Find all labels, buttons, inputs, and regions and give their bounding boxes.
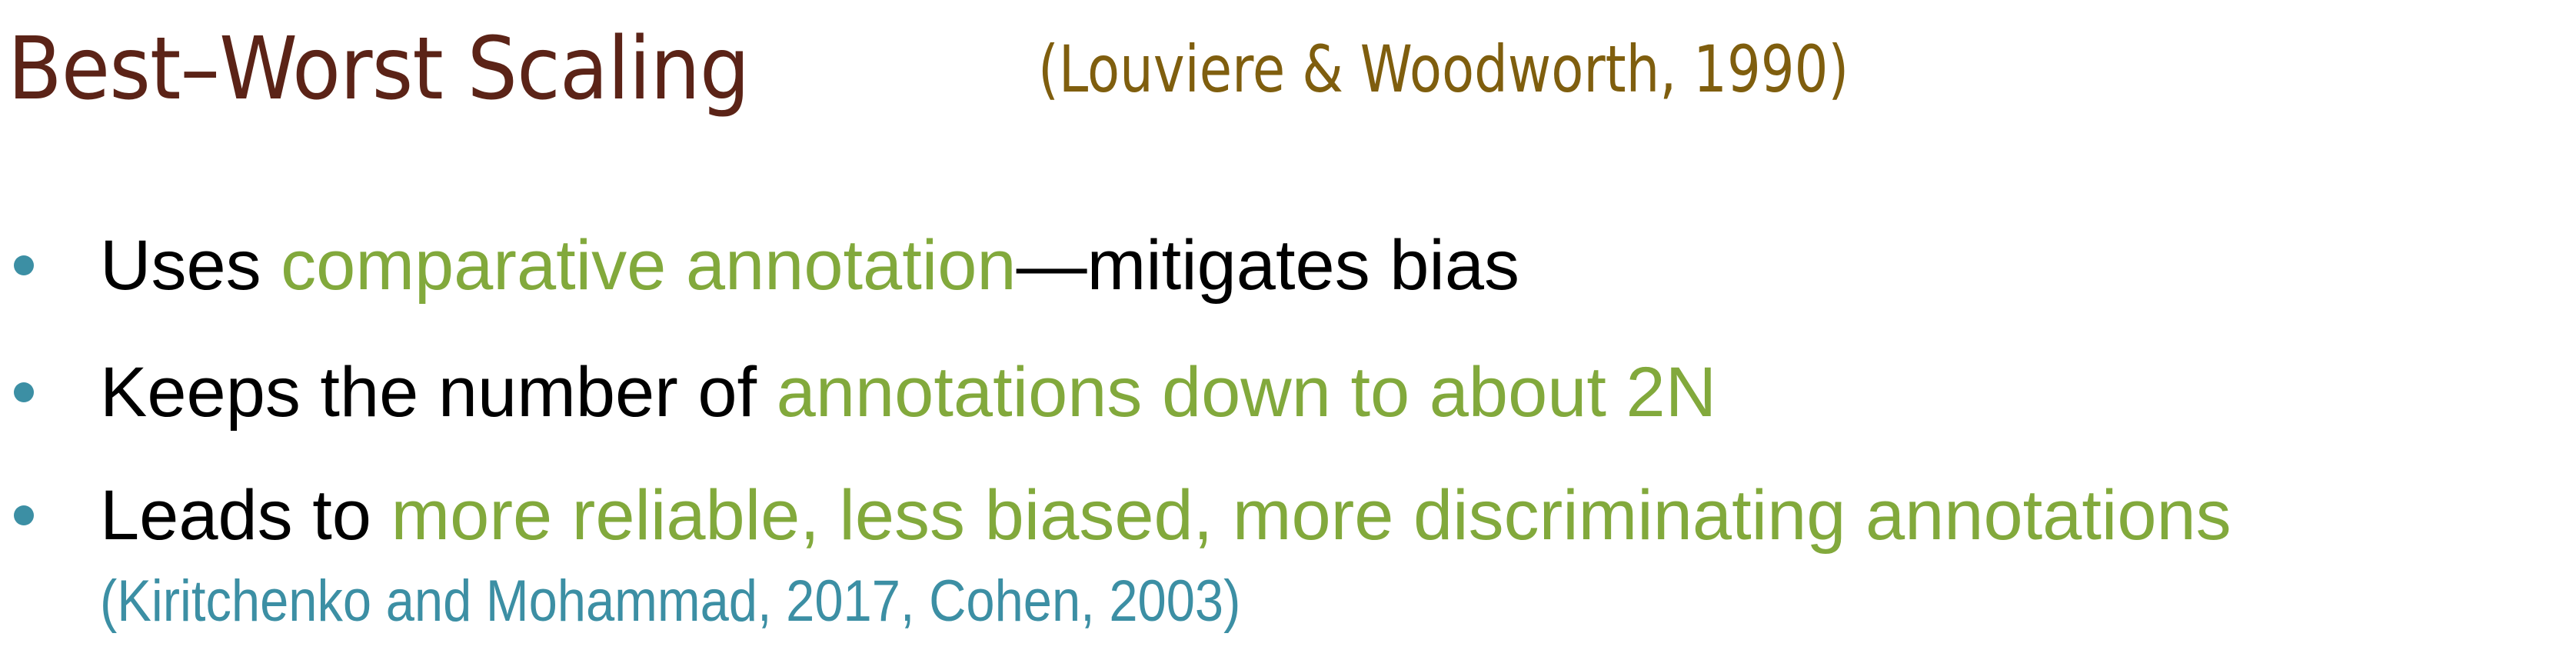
bullet-text-plain: —mitigates bias [1016, 226, 1520, 305]
title-main: Best–Worst Scaling [8, 19, 750, 119]
bullet-text-highlight: more reliable, less biased, more discrim… [391, 476, 2232, 555]
bullet-dot-icon [14, 255, 34, 275]
bullet-text: Keeps the number of annotations down to … [100, 350, 1716, 435]
bullet-dot-icon [14, 505, 34, 525]
slide-title: Best–Worst Scaling (Louviere & Woodworth… [8, 0, 1849, 138]
bullet-citation: (Kiritchenko and Mohammad, 2017, Cohen, … [100, 568, 1241, 634]
bullet-text-plain: Keeps the number of [100, 353, 777, 432]
bullet-text-plain: Leads to [100, 476, 391, 555]
bullet-text-highlight: annotations down to about 2N [776, 353, 1717, 432]
bullet-dot-icon [14, 382, 34, 402]
bullet-text: Uses comparative annotation—mitigates bi… [100, 223, 1519, 308]
bullet-text: Leads to more reliable, less biased, mor… [100, 473, 2232, 558]
bullet-text-highlight: comparative annotation [281, 226, 1017, 305]
title-citation: (Louviere & Woodworth, 1990) [1038, 32, 1849, 107]
bullet-text-plain: Uses [100, 226, 281, 305]
